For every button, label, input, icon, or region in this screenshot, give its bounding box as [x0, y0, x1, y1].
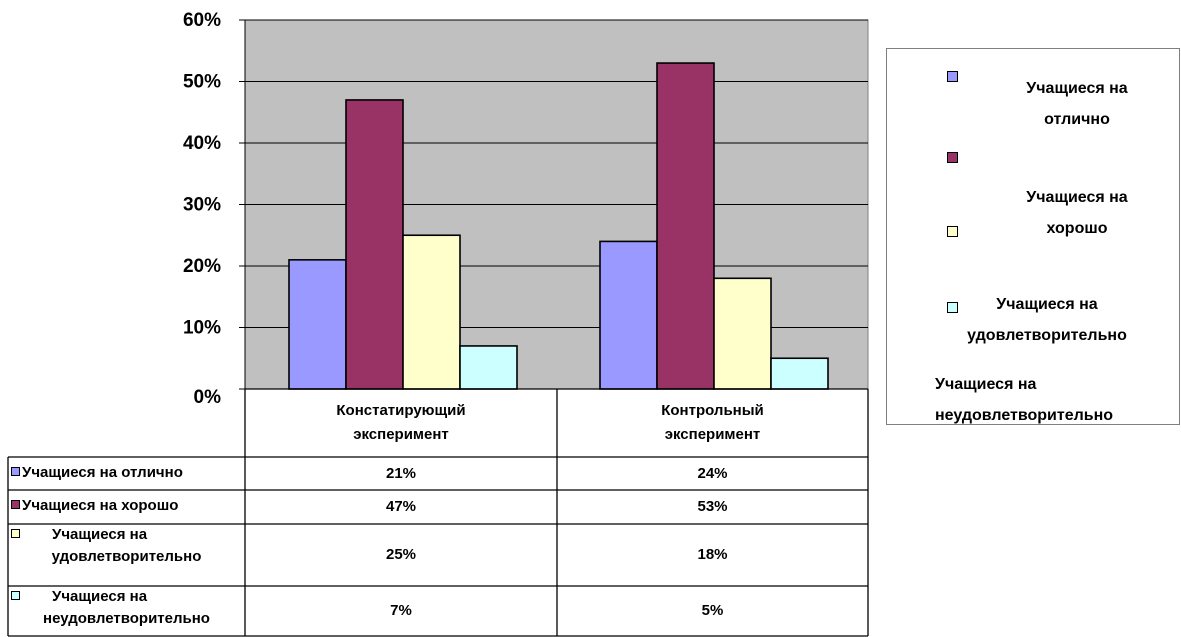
legend-swatch [947, 71, 958, 82]
table-cell-value: 18% [697, 546, 728, 563]
y-tick-label: 40% [183, 133, 221, 154]
table-cell-value: 5% [701, 602, 724, 619]
bar [459, 345, 518, 390]
table-cell-value: 25% [385, 546, 417, 563]
y-tick-label: 0% [194, 387, 222, 408]
y-tick-label: 20% [183, 256, 221, 277]
legend-label: Учащиеся на хорошо [1026, 189, 1128, 237]
bar [656, 62, 715, 390]
table-row-label: Учащиеся на удовлетворительно [11, 524, 242, 568]
table-cell-value: 53% [697, 498, 728, 515]
legend-swatch [947, 226, 958, 237]
table-row-label: Учащиеся на неудовлетворительно [11, 586, 242, 630]
category-label: Контрольный эксперимент [661, 402, 764, 443]
bar [402, 234, 461, 390]
table-row-label: Учащиеся на отлично [11, 462, 242, 484]
table-cell-value: 24% [697, 465, 728, 482]
table-row-swatch [11, 499, 20, 509]
legend-label: Учащиеся на отлично [1026, 80, 1128, 128]
table-row-swatch [11, 590, 20, 600]
legend-swatch [947, 152, 958, 163]
bar [288, 259, 347, 390]
table-row-swatch [11, 466, 20, 476]
category-label: Констатирующий эксперимент [336, 402, 466, 443]
table-cell-value: 7% [390, 602, 412, 619]
y-tick-label: 60% [183, 10, 221, 31]
legend-swatch [947, 302, 958, 313]
y-tick-label: 50% [183, 72, 221, 93]
bar [345, 99, 404, 390]
y-tick-label: 30% [183, 195, 221, 216]
table-row-swatch [11, 528, 20, 538]
bar [713, 277, 772, 390]
table-cell-value: 21% [385, 465, 417, 482]
y-tick-label: 10% [183, 318, 221, 339]
bar [599, 240, 658, 390]
legend: Учащиеся на отлично Учащиеся на хорошо Учащи… [886, 48, 1180, 425]
bar [770, 357, 829, 390]
legend-label: Учащиеся на неудовлетворительно [935, 376, 1114, 424]
table-row-label: Учащиеся на хорошо [11, 495, 242, 517]
table-cell-value: 47% [385, 498, 417, 515]
legend-label: Учащиеся на удовлетворительно [967, 296, 1127, 344]
